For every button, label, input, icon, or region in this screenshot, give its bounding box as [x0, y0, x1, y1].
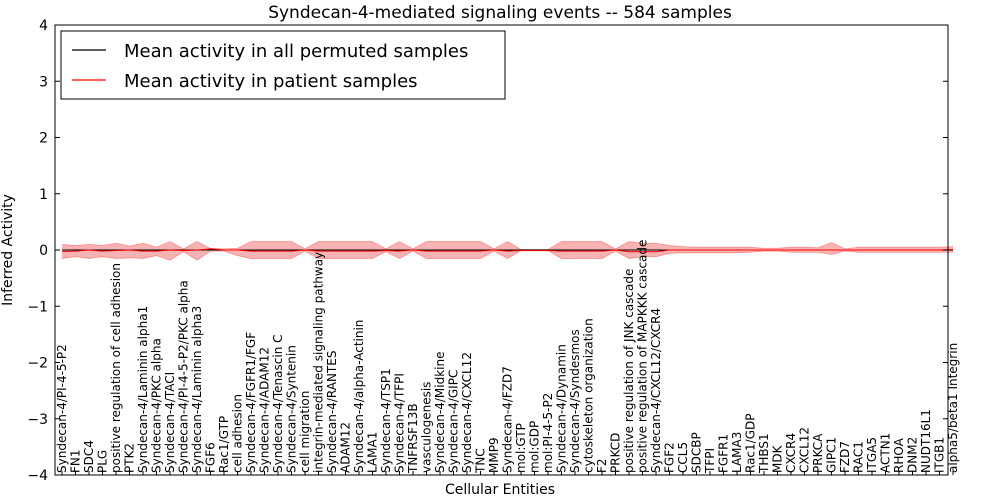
x-tick-label-35: mol:GDP: [528, 421, 542, 473]
x-tick-label-17: Syndecan-4/Syntenin: [285, 345, 299, 473]
x-tick-label-31: TNC: [474, 448, 488, 474]
x-tick-label-32: MMP9: [487, 437, 501, 473]
x-tick-label-5: PTK2: [123, 443, 137, 473]
x-tick-label-55: CXCL12: [798, 427, 812, 473]
x-tick-label-46: CCL5: [676, 442, 690, 473]
x-tick-label-65: ITGB1: [933, 437, 947, 473]
x-tick-label-4: positive regulation of cell adhesion: [109, 263, 123, 473]
x-tick-label-39: cytoskeleton organization: [582, 318, 596, 473]
x-tick-label-3: PLG: [96, 450, 110, 473]
x-tick-label-0: Syndecan-4/PI-4-5-P2: [55, 344, 69, 473]
x-tick-label-44: Syndecan-4/CXCL12/CXCR4: [649, 308, 663, 473]
y-axis-label: Inferred Activity: [0, 194, 16, 306]
y-tick-label-5: 1: [39, 187, 48, 203]
x-tick-label-41: PRKCD: [609, 433, 623, 473]
x-tick-label-6: Syndecan-4/Laminin alpha1: [136, 306, 150, 473]
y-tick-label-0: −4: [27, 468, 48, 484]
y-tick-label-2: −2: [27, 356, 48, 372]
x-axis-label: Cellular Entities: [445, 482, 555, 498]
x-tick-label-33: Syndecan-4/FZD7: [501, 366, 515, 473]
x-tick-label-66: alpha5/beta1 Integrin: [946, 343, 960, 473]
x-tick-label-7: Syndecan-4/PKC alpha: [150, 338, 164, 473]
x-tick-label-15: Syndecan-4/ADAM12: [258, 347, 272, 473]
x-tick-label-54: CXCR4: [784, 433, 798, 473]
legend-label-patient: Mean activity in patient samples: [124, 71, 418, 92]
x-tick-label-61: ACTN1: [879, 433, 893, 473]
x-tick-label-48: TFPI: [703, 448, 717, 474]
y-tick-label-4: 0: [39, 243, 48, 259]
x-tick-label-51: Rac1/GDP: [744, 414, 758, 473]
x-tick-label-21: ADAM12: [339, 422, 353, 473]
x-tick-label-1: FN1: [69, 449, 83, 473]
x-tick-label-40: F2: [595, 458, 609, 473]
x-tick-label-45: FGF2: [663, 442, 677, 473]
x-tick-label-34: mol:GTP: [514, 423, 528, 473]
x-tick-label-25: Syndecan-4/TFPI: [393, 373, 407, 473]
legend-label-permuted: Mean activity in all permuted samples: [124, 41, 468, 62]
x-tick-label-14: Syndecan-4/FGFR1/FGF: [244, 332, 258, 473]
x-tick-label-22: Syndecan-4/alpha-Actinin: [352, 320, 366, 473]
x-tick-label-23: LAMA1: [366, 432, 380, 473]
x-tick-label-50: LAMA3: [730, 432, 744, 473]
x-tick-label-10: Syndecan-4/Laminin alpha3: [190, 306, 204, 473]
y-tick-label-1: −3: [27, 412, 48, 428]
x-tick-label-28: Syndecan-4/Midkine: [433, 352, 447, 473]
x-tick-label-30: Syndecan-4/CXCL12: [460, 352, 474, 473]
x-tick-label-26: TNFRSF13B: [406, 403, 420, 474]
x-tick-label-58: FZD7: [838, 441, 852, 473]
x-tick-label-56: PRKCA: [811, 433, 825, 473]
x-tick-label-18: cell migration: [298, 391, 312, 473]
x-tick-label-60: ITGA5: [865, 437, 879, 473]
x-tick-label-49: FGFR1: [717, 434, 731, 473]
x-tick-label-11: FGF6: [204, 442, 218, 473]
x-tick-label-9: Syndecan-4/PI-4-5-P2/PKC alpha: [177, 280, 191, 473]
x-tick-label-57: GIPC1: [825, 437, 839, 473]
x-tick-label-52: THBS1: [757, 433, 771, 474]
x-tick-label-27: vasculogenesis: [420, 382, 434, 473]
x-tick-label-38: Syndecan-4/Syndesmos: [568, 329, 582, 473]
x-tick-label-12: Rac1/GTP: [217, 416, 231, 473]
chart-title: Syndecan-4-mediated signaling events -- …: [268, 3, 732, 23]
y-tick-label-8: 4: [39, 18, 48, 34]
x-tick-label-63: DNM2: [906, 437, 920, 473]
x-tick-label-29: Syndecan-4/GIPC: [447, 370, 461, 473]
x-tick-label-53: MDK: [771, 444, 785, 473]
x-tick-label-36: mol:PI-4-5-P2: [541, 393, 555, 473]
x-tick-label-43: positive regulation of MAPKKK cascade: [636, 240, 650, 473]
x-tick-label-2: SDC4: [82, 440, 96, 473]
x-tick-label-20: Syndecan-4/RANTES: [325, 351, 339, 473]
x-tick-label-42: positive regulation of JNK cascade: [622, 269, 636, 473]
x-tick-label-37: Syndecan-4/Dynamin: [555, 344, 569, 473]
x-tick-label-16: Syndecan-4/Tenascin C: [271, 334, 285, 473]
y-tick-label-6: 2: [39, 131, 48, 147]
y-tick-label-3: −1: [27, 299, 48, 315]
x-tick-label-13: cell adhesion: [231, 394, 245, 473]
legend: Mean activity in all permuted samples Me…: [61, 31, 505, 99]
x-tick-label-47: SDCBP: [690, 432, 704, 473]
x-tick-label-64: NUDT16L1: [919, 409, 933, 473]
x-tick-label-8: Syndecan-4/TACI: [163, 372, 177, 473]
x-tick-label-19: integrin-mediated signaling pathway: [312, 252, 326, 473]
x-tick-label-24: Syndecan-4/TSP1: [379, 368, 393, 473]
x-tick-label-59: RAC1: [852, 441, 866, 473]
y-tick-label-7: 3: [39, 74, 48, 90]
x-tick-label-62: RHOA: [892, 437, 906, 473]
